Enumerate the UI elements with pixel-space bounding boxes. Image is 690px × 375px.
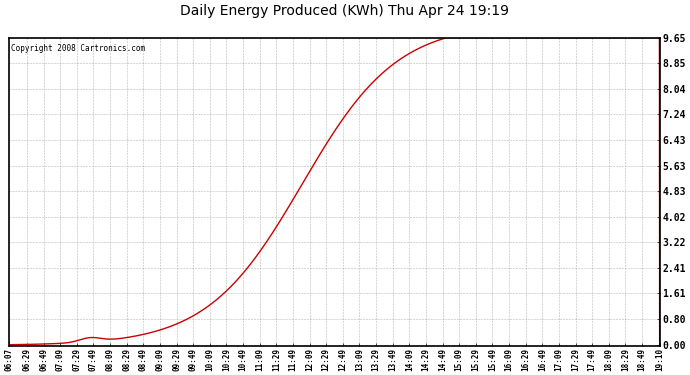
Text: Copyright 2008 Cartronics.com: Copyright 2008 Cartronics.com [11, 44, 146, 53]
Text: Daily Energy Produced (KWh) Thu Apr 24 19:19: Daily Energy Produced (KWh) Thu Apr 24 1… [181, 4, 509, 18]
